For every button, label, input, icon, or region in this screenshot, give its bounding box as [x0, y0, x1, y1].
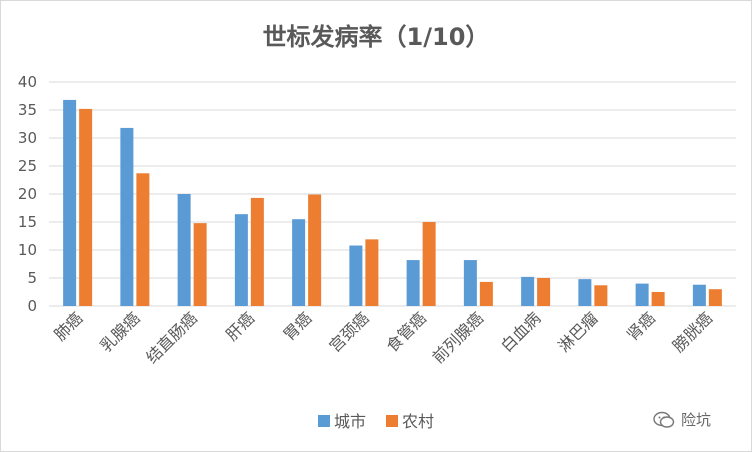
x-tick-label: 肾癌	[623, 308, 659, 344]
y-tick-label: 15	[18, 213, 37, 231]
legend-label-城市: 城市	[334, 412, 366, 431]
gridlines	[49, 81, 736, 307]
bar-城市-肾癌	[635, 283, 649, 306]
y-tick-label: 10	[18, 241, 37, 259]
bar-城市-前列腺癌	[463, 260, 477, 306]
bar-农村-食管癌	[422, 222, 436, 306]
bar-农村-乳腺癌	[136, 173, 150, 306]
wechat-icon	[653, 411, 675, 429]
y-tick-label: 5	[27, 269, 37, 287]
bar-农村-胃癌	[308, 194, 322, 306]
legend-label-农村: 农村	[402, 412, 434, 431]
y-tick-label: 25	[18, 157, 37, 175]
bar-城市-胃癌	[292, 219, 306, 306]
chart-title: 世标发病率（1/10）	[263, 23, 490, 51]
y-tick-label: 35	[18, 101, 37, 119]
x-tick-label: 胃癌	[279, 308, 315, 344]
x-tick-label: 结直肠癌	[142, 308, 201, 367]
bar-城市-食管癌	[406, 260, 420, 306]
x-tick-label: 肺癌	[50, 308, 86, 344]
y-tick-label: 0	[27, 297, 37, 315]
bar-农村-宫颈癌	[365, 239, 379, 306]
y-tick-label: 30	[18, 129, 37, 147]
bar-城市-肺癌	[63, 99, 77, 306]
legend: 城市 农村	[318, 412, 434, 431]
x-tick-label: 宫颈癌	[325, 308, 372, 355]
watermark: 险坑	[653, 409, 711, 430]
bar-农村-肝癌	[250, 197, 264, 306]
watermark-text: 险坑	[681, 411, 712, 429]
y-tick-label: 40	[18, 73, 37, 91]
y-tick-label: 20	[18, 185, 37, 203]
x-tick-label: 肝癌	[222, 308, 258, 344]
x-tick-label: 食管癌	[383, 308, 430, 355]
bar-城市-膀胱癌	[692, 284, 706, 306]
bar-农村-前列腺癌	[479, 281, 493, 306]
bar-农村-结直肠癌	[193, 223, 207, 306]
bar-城市-淋巴瘤	[578, 279, 592, 306]
bar-农村-膀胱癌	[708, 289, 722, 306]
x-tick-label: 淋巴瘤	[554, 308, 601, 355]
x-tick-label: 前列腺癌	[429, 308, 488, 367]
y-axis-ticks: 0 5 10 15 20 25 30 35 40	[18, 73, 37, 315]
bar-农村-淋巴瘤	[594, 285, 608, 306]
bar-城市-乳腺癌	[120, 127, 134, 306]
legend-swatch-城市	[318, 415, 330, 427]
bar-农村-肺癌	[79, 108, 93, 306]
x-tick-label: 膀胱癌	[669, 308, 716, 355]
x-tick-label: 白血病	[497, 308, 544, 355]
bar-城市-白血病	[521, 276, 535, 306]
legend-swatch-农村	[386, 415, 398, 427]
bar-城市-宫颈癌	[349, 245, 363, 306]
bar-城市-结直肠癌	[177, 194, 191, 306]
bars	[63, 99, 722, 306]
bar-城市-肝癌	[234, 214, 248, 306]
bar-农村-肾癌	[651, 292, 665, 306]
x-tick-label: 乳腺癌	[96, 308, 143, 355]
bar-农村-白血病	[537, 278, 551, 306]
